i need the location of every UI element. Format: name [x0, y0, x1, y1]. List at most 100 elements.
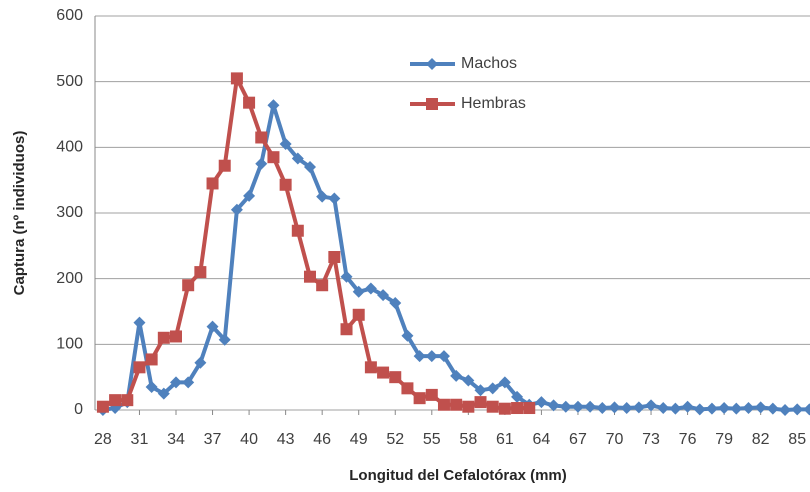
data-point — [182, 279, 195, 292]
x-tick-label: 61 — [496, 431, 514, 448]
x-tick-label: 79 — [715, 431, 733, 448]
data-point — [425, 388, 438, 401]
data-point — [620, 402, 633, 415]
data-point — [364, 282, 377, 295]
data-point — [632, 401, 645, 414]
data-point — [389, 296, 402, 309]
y-tick-label: 100 — [56, 336, 83, 353]
legend-label: Hembras — [461, 95, 526, 112]
data-point — [547, 399, 560, 412]
y-tick-label: 500 — [56, 73, 83, 90]
data-point — [669, 402, 682, 415]
data-point — [328, 250, 341, 263]
data-point — [303, 161, 316, 174]
data-point — [291, 152, 304, 165]
x-tick-label: 73 — [642, 431, 660, 448]
y-tick-label: 300 — [56, 204, 83, 221]
x-tick-label: 49 — [350, 431, 368, 448]
x-tick-label: 31 — [131, 431, 149, 448]
data-point — [352, 285, 365, 298]
data-point — [742, 402, 755, 415]
data-point — [218, 159, 231, 172]
y-axis-title: Captura (nº individuos) — [11, 131, 28, 296]
data-point — [316, 279, 329, 292]
x-axis-title: Longitud del Cefalotórax (mm) — [349, 467, 567, 484]
data-point — [194, 356, 207, 369]
data-point — [121, 394, 134, 407]
data-point — [681, 400, 694, 413]
data-point — [498, 376, 511, 389]
data-point — [754, 401, 767, 414]
data-point — [389, 371, 402, 384]
data-point — [511, 390, 524, 403]
x-tick-label: 37 — [204, 431, 222, 448]
x-tick-label: 46 — [313, 431, 331, 448]
data-point — [401, 329, 414, 342]
data-point — [340, 323, 353, 336]
data-point — [243, 96, 256, 109]
y-tick-label: 200 — [56, 270, 83, 287]
legend-marker — [426, 98, 438, 110]
x-tick-label: 82 — [752, 431, 770, 448]
data-point — [584, 400, 597, 413]
data-point — [194, 266, 207, 279]
x-tick-label: 43 — [277, 431, 295, 448]
data-point — [571, 400, 584, 413]
data-point — [730, 402, 743, 415]
series-line — [102, 103, 810, 412]
data-point — [425, 350, 438, 363]
y-tick-label: 600 — [56, 7, 83, 24]
x-tick-label: 76 — [679, 431, 697, 448]
x-tick-label: 52 — [386, 431, 404, 448]
data-point — [377, 289, 390, 302]
data-point — [608, 401, 621, 414]
x-tick-label: 67 — [569, 431, 587, 448]
data-point — [535, 396, 548, 409]
data-point — [230, 72, 243, 85]
y-tick-label: 400 — [56, 139, 83, 156]
data-point — [170, 330, 183, 343]
data-point — [352, 308, 365, 321]
data-point — [705, 402, 718, 415]
data-point — [437, 350, 450, 363]
data-point — [559, 400, 572, 413]
data-point — [279, 178, 292, 191]
data-point — [291, 224, 304, 237]
data-point — [170, 376, 183, 389]
data-point — [267, 151, 280, 164]
data-point — [413, 392, 426, 405]
data-point — [206, 177, 219, 190]
data-point — [657, 402, 670, 415]
data-point — [474, 396, 487, 409]
series-line — [101, 76, 530, 411]
data-point — [316, 190, 329, 203]
data-point — [328, 192, 341, 205]
data-point — [462, 374, 475, 387]
data-point — [303, 270, 316, 283]
data-point — [243, 189, 256, 202]
data-point — [596, 402, 609, 415]
data-point — [413, 350, 426, 363]
x-tick-label: 64 — [533, 431, 551, 448]
data-point — [157, 387, 170, 400]
data-point — [206, 320, 219, 333]
x-tick-label: 34 — [167, 431, 185, 448]
x-tick-label: 28 — [94, 431, 112, 448]
data-point — [401, 382, 414, 395]
data-point — [450, 398, 463, 411]
data-point — [450, 369, 463, 382]
data-point — [791, 403, 804, 416]
data-point — [645, 399, 658, 412]
data-point — [486, 382, 499, 395]
legend-label: Machos — [461, 55, 517, 72]
data-point — [511, 402, 524, 415]
data-point — [486, 400, 499, 413]
data-point — [718, 402, 731, 415]
x-tick-label: 85 — [788, 431, 806, 448]
x-tick-label: 55 — [423, 431, 441, 448]
data-point — [145, 381, 158, 394]
data-point — [157, 331, 170, 344]
data-point — [437, 398, 450, 411]
y-tick-label: 0 — [74, 401, 83, 418]
data-point — [133, 361, 146, 374]
